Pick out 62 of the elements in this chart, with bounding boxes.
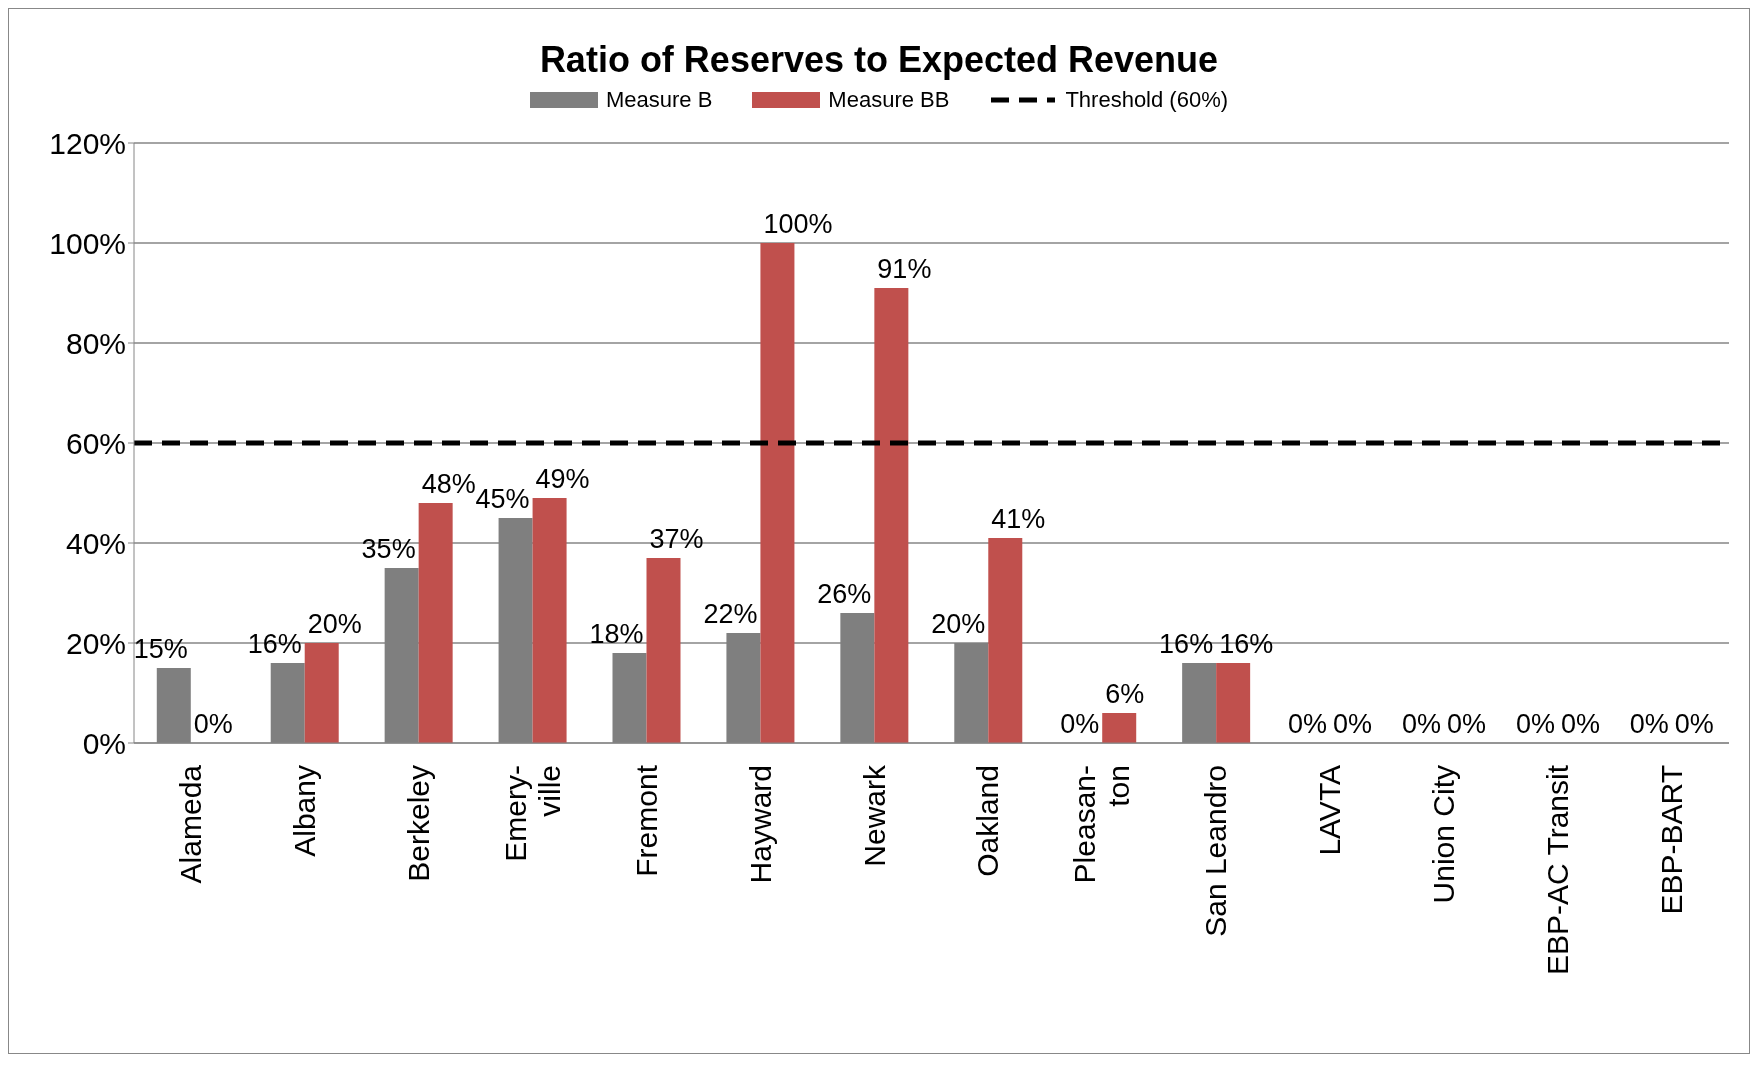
bar [532, 498, 567, 743]
data-label: 91% [877, 254, 932, 284]
y-tick-label: 100% [49, 226, 126, 260]
x-tick-label: EBP-AC Transit [1541, 764, 1575, 976]
data-label: 35% [361, 534, 416, 564]
data-label: 0% [1060, 709, 1100, 739]
data-label: 18% [589, 619, 644, 649]
data-label: 26% [817, 579, 872, 609]
data-label: 49% [535, 464, 590, 494]
bar [760, 243, 795, 743]
data-label: 41% [991, 504, 1046, 534]
y-tick-label: 120% [49, 126, 126, 160]
x-tick-label: Newark [857, 764, 891, 867]
legend-label: Measure B [605, 87, 713, 113]
legend-label: Threshold (60%) [1065, 87, 1229, 113]
bar [646, 558, 681, 743]
data-label: 0% [1629, 709, 1669, 739]
legend-label: Measure BB [828, 87, 950, 113]
data-label: 15% [133, 634, 188, 664]
bar [988, 538, 1023, 743]
x-tick-label: Alameda [173, 764, 207, 884]
y-tick-label: 60% [65, 426, 126, 460]
data-label: 0% [1288, 709, 1328, 739]
data-label: 0% [1447, 709, 1487, 739]
data-label: 6% [1105, 679, 1145, 709]
x-tick-label: Union City [1427, 765, 1461, 904]
y-tick-label: 40% [65, 526, 126, 560]
data-label: 0% [1515, 709, 1555, 739]
data-label: 16% [1159, 629, 1214, 659]
x-tick-label: Hayward [743, 765, 777, 884]
data-label: 22% [703, 599, 758, 629]
data-label: 0% [193, 709, 233, 739]
x-tick-label: San Leandro [1199, 765, 1233, 937]
data-label: 16% [1219, 629, 1274, 659]
data-label: 20% [307, 609, 362, 639]
x-tick-label: Berkeley [401, 765, 435, 882]
data-label: 16% [247, 629, 302, 659]
data-label: 0% [1560, 709, 1600, 739]
x-tick-label: EBP-BART [1655, 765, 1689, 915]
data-label: 45% [475, 484, 530, 514]
x-tick-label: Emery- ville [498, 765, 566, 862]
data-label: 0% [1674, 709, 1714, 739]
bar [1102, 713, 1137, 743]
data-label: 100% [763, 209, 833, 239]
x-tick-label: Albany [287, 765, 321, 857]
y-tick-label: 80% [65, 326, 126, 360]
x-tick-label: Pleasan- ton [1068, 765, 1136, 884]
data-label: 0% [1333, 709, 1373, 739]
data-label: 20% [931, 609, 986, 639]
y-tick-label: 0% [82, 726, 126, 760]
bar [418, 503, 453, 743]
x-tick-label: Oakland [971, 765, 1005, 877]
chart-title: Ratio of Reserves to Expected Revenue [538, 39, 1220, 81]
data-label: 48% [421, 469, 476, 499]
x-tick-label: Fremont [629, 764, 663, 877]
bar [874, 288, 909, 743]
x-tick-label: LAVTA [1313, 765, 1347, 856]
y-tick-label: 20% [65, 626, 126, 660]
bar [304, 643, 339, 743]
data-label: 0% [1401, 709, 1441, 739]
bar [1216, 663, 1251, 743]
data-label: 37% [649, 524, 704, 554]
